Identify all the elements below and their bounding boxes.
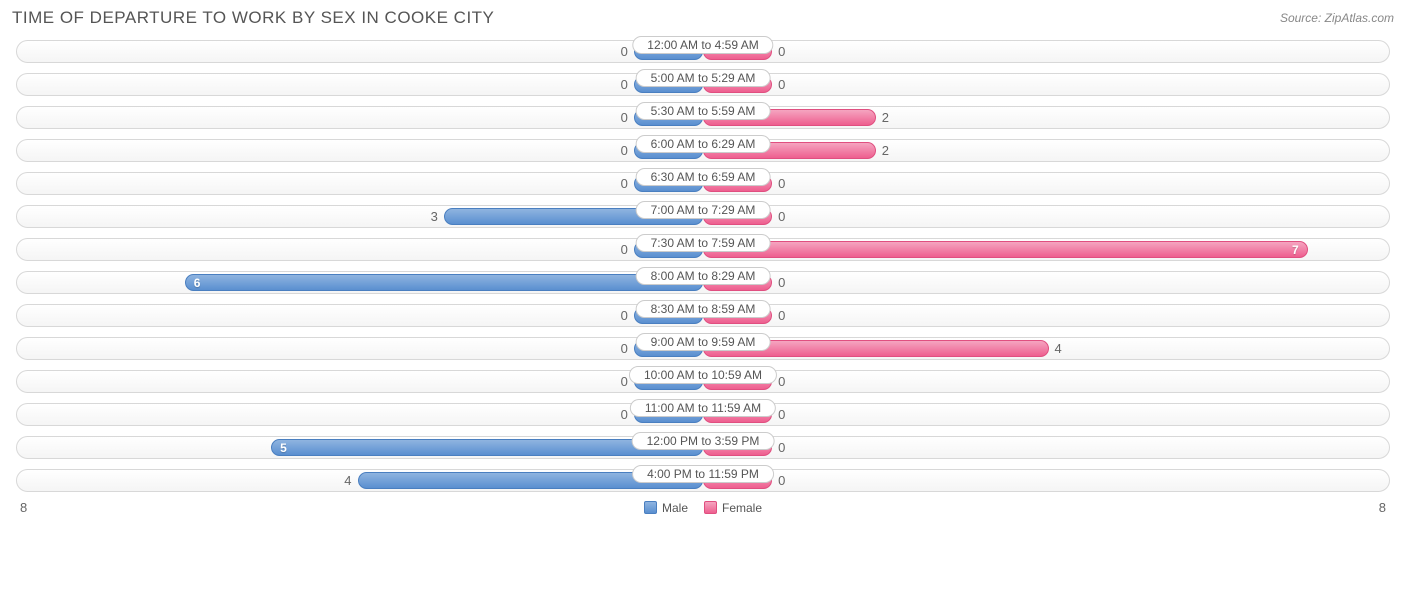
female-value-label: 0 [772, 44, 791, 59]
male-value-label: 0 [615, 176, 634, 191]
category-label: 11:00 AM to 11:59 AM [630, 399, 776, 417]
female-value-label: 0 [772, 275, 791, 290]
axis-max-left: 8 [20, 500, 27, 515]
female-value-label: 7 [1284, 243, 1307, 257]
chart-row: 5 012:00 PM to 3:59 PM [12, 432, 1394, 463]
male-value-label: 0 [615, 110, 634, 125]
chart-area: 0012:00 AM to 4:59 AM005:00 AM to 5:29 A… [12, 36, 1394, 496]
legend-swatch [644, 501, 657, 514]
male-value-label: 0 [615, 44, 634, 59]
category-label: 8:30 AM to 8:59 AM [636, 300, 771, 318]
male-value-label: 4 [338, 473, 357, 488]
legend-item: Male [644, 501, 688, 515]
axis-max-right: 8 [1379, 500, 1386, 515]
male-value-label: 0 [615, 242, 634, 257]
female-value-label: 0 [772, 77, 791, 92]
legend-label: Female [722, 501, 762, 515]
category-label: 9:00 AM to 9:59 AM [636, 333, 771, 351]
legend-swatch [704, 501, 717, 514]
male-value-label: 0 [615, 77, 634, 92]
chart-row: 6 08:00 AM to 8:29 AM [12, 267, 1394, 298]
category-label: 5:00 AM to 5:29 AM [636, 69, 771, 87]
category-label: 4:00 PM to 11:59 PM [632, 465, 774, 483]
male-value-label: 0 [615, 308, 634, 323]
female-value-label: 4 [1049, 341, 1068, 356]
category-label: 7:30 AM to 7:59 AM [636, 234, 771, 252]
category-label: 6:00 AM to 6:29 AM [636, 135, 771, 153]
chart-row: 0 06:30 AM to 6:59 AM [12, 168, 1394, 199]
category-label: 10:00 AM to 10:59 AM [629, 366, 777, 384]
male-bar: 6 [185, 274, 703, 291]
category-label: 7:00 AM to 7:29 AM [636, 201, 771, 219]
chart-row: 0 012:00 AM to 4:59 AM [12, 36, 1394, 67]
chart-row: 0 4 9:00 AM to 9:59 AM [12, 333, 1394, 364]
female-value-label: 0 [772, 176, 791, 191]
chart-source: Source: ZipAtlas.com [1280, 11, 1394, 25]
chart-row: 0011:00 AM to 11:59 AM [12, 399, 1394, 430]
legend-label: Male [662, 501, 688, 515]
female-value-label: 0 [772, 209, 791, 224]
female-value-label: 0 [772, 440, 791, 455]
chart-row: 0 08:30 AM to 8:59 AM [12, 300, 1394, 331]
legend: Male Female [644, 501, 762, 515]
male-value-label: 3 [425, 209, 444, 224]
female-value-label: 2 [876, 110, 895, 125]
male-value-label: 5 [272, 441, 295, 455]
category-label: 6:30 AM to 6:59 AM [636, 168, 771, 186]
male-value-label: 6 [186, 276, 209, 290]
male-value-label: 0 [615, 143, 634, 158]
chart-row: 0 2 5:30 AM to 5:59 AM [12, 102, 1394, 133]
female-value-label: 2 [876, 143, 895, 158]
chart-row: 0010:00 AM to 10:59 AM [12, 366, 1394, 397]
chart-row: 0 7 7:30 AM to 7:59 AM [12, 234, 1394, 265]
chart-row: 0 05:00 AM to 5:29 AM [12, 69, 1394, 100]
female-bar: 7 [703, 241, 1308, 258]
chart-row: 4 04:00 PM to 11:59 PM [12, 465, 1394, 496]
female-value-label: 0 [772, 308, 791, 323]
category-label: 12:00 PM to 3:59 PM [632, 432, 775, 450]
chart-title: TIME OF DEPARTURE TO WORK BY SEX IN COOK… [12, 8, 494, 28]
female-value-label: 0 [772, 473, 791, 488]
chart-row: 3 07:00 AM to 7:29 AM [12, 201, 1394, 232]
category-label: 5:30 AM to 5:59 AM [636, 102, 771, 120]
legend-item: Female [704, 501, 762, 515]
chart-row: 0 2 6:00 AM to 6:29 AM [12, 135, 1394, 166]
category-label: 12:00 AM to 4:59 AM [632, 36, 773, 54]
category-label: 8:00 AM to 8:29 AM [636, 267, 771, 285]
male-value-label: 0 [615, 341, 634, 356]
